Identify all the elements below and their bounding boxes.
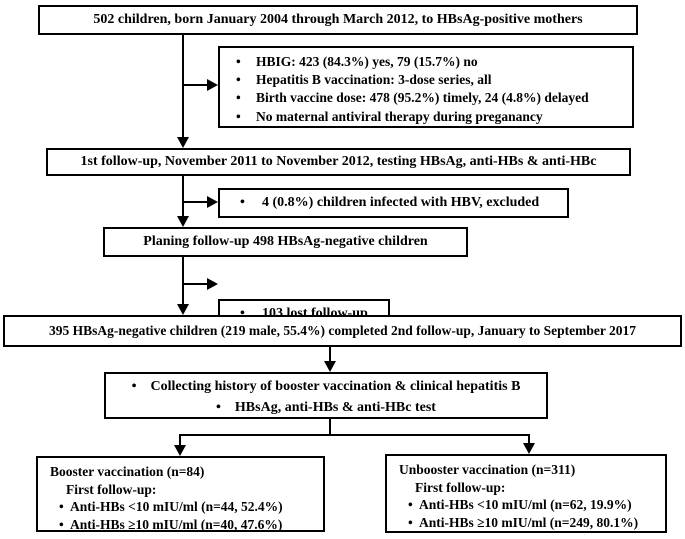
unbooster-box: Unbooster vaccination (n=311) First foll… [385,454,667,533]
baseline-item: Hepatitis B vaccination: 3-dose series, … [220,71,626,89]
connector-line [182,176,184,218]
unbooster-item: Anti-HBs <10 mIU/ml (n=62, 19.9%) [387,496,665,514]
cohort-box: 502 children, born January 2004 through … [38,5,638,35]
connector-line [329,418,331,436]
collecting-line: • HBsAg, anti-HBs & anti-HBc test [106,397,546,418]
arrowhead-down [523,443,535,454]
collecting-line: • Collecting history of booster vaccinat… [106,376,546,397]
connector-line [528,434,530,444]
bullet-glyph: • [216,400,221,415]
bullet-glyph: • [131,379,137,394]
arrowhead-down [177,216,189,227]
booster-subtitle: First follow-up: [66,481,157,497]
booster-item: Anti-HBs <10 mIU/ml (n=44, 52.4%) [38,498,323,516]
connector-line [182,283,208,285]
baseline-item: HBIG: 423 (84.3%) yes, 79 (15.7%) no [220,53,626,71]
arrowhead-right [207,196,218,208]
excluded-box: 4 (0.8%) children infected with HBV, exc… [218,188,569,218]
arrowhead-down [177,137,189,148]
connector-line [179,434,530,436]
baseline-item: Birth vaccine dose: 478 (95.2%) timely, … [220,89,626,107]
excluded-text: 4 (0.8%) children infected with HBV, exc… [262,195,540,210]
arrowhead-down [324,361,336,372]
collecting-box: • Collecting history of booster vaccinat… [104,372,548,419]
collecting-text: Collecting history of booster vaccinatio… [150,379,521,394]
collecting-text: HBsAg, anti-HBs & anti-HBc test [234,400,436,415]
unbooster-subtitle: First follow-up: [415,479,506,495]
baseline-details-box: HBIG: 423 (84.3%) yes, 79 (15.7%) no Hep… [218,46,634,128]
arrowhead-right [207,79,218,91]
unbooster-title: Unbooster vaccination (n=311) [399,462,576,477]
connector-line [329,347,331,363]
connector-line [179,434,181,446]
booster-title: Booster vaccination (n=84) [50,464,205,479]
connector-line [182,84,208,86]
connector-line [182,257,184,305]
booster-item: Anti-HBs ≥10 mIU/ml (n=40, 47.6%) [38,516,323,534]
booster-box: Booster vaccination (n=84) First follow-… [36,456,325,534]
baseline-details-list: HBIG: 423 (84.3%) yes, 79 (15.7%) no Hep… [220,48,632,126]
unbooster-item: Anti-HBs ≥10 mIU/ml (n=249, 80.1%) [387,514,665,532]
arrowhead-right [207,278,218,290]
baseline-item: No maternal antiviral therapy during pre… [220,108,626,126]
arrowhead-down [174,445,186,456]
second-followup-box: 395 HBsAg-negative children (219 male, 5… [3,315,682,347]
connector-line [182,201,208,203]
planning-followup-box: Planing follow-up 498 HBsAg-negative chi… [103,227,468,257]
first-followup-box: 1st follow-up, November 2011 to November… [46,148,631,176]
arrowhead-down [177,304,189,315]
connector-line [182,34,184,139]
